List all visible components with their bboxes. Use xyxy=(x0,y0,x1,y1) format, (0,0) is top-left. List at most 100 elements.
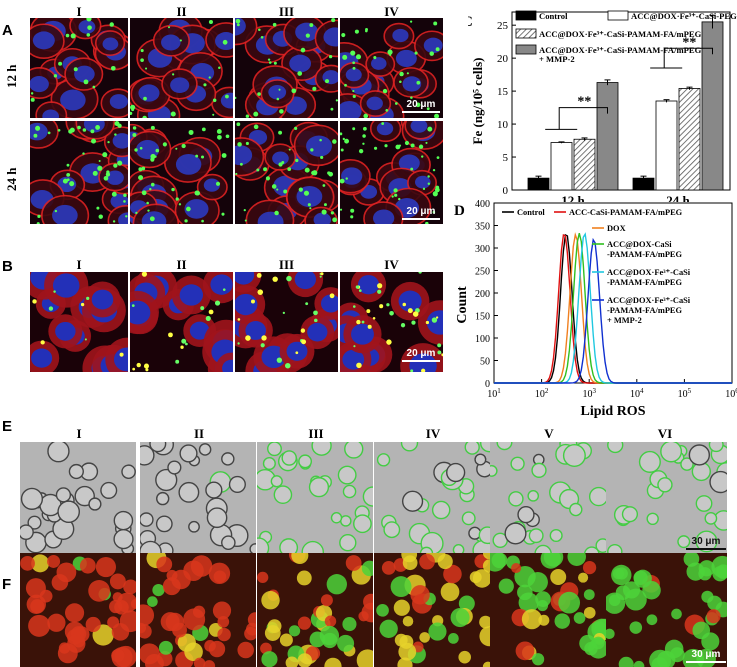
panel-e-scale-bar: 30 μm xyxy=(686,536,726,550)
chart-c-significance-label: ** xyxy=(577,95,591,110)
panel-a-micrograph xyxy=(340,18,443,118)
panel-e-column-label: V xyxy=(544,426,554,441)
panel-a-column-label: I xyxy=(76,4,82,19)
panel-a-scale-bar-24h: 20 μm xyxy=(402,206,440,220)
panel-d-letter: D xyxy=(454,203,465,219)
chart-d-ytick-label: 400 xyxy=(475,199,490,210)
panel-a-micrograph xyxy=(130,18,233,118)
panel-b-micrograph xyxy=(130,272,233,372)
panel-a-micrograph xyxy=(340,121,443,224)
panel-b-column-label: I xyxy=(76,257,82,272)
panel-a-micrograph xyxy=(130,121,233,224)
panel-e-micrograph xyxy=(20,442,136,555)
chart-c-ytick-label: 5 xyxy=(503,152,509,164)
chart-c-bar xyxy=(655,100,678,191)
chart-d-ytick-label: 250 xyxy=(475,267,490,278)
panel-a-row-label-12h: 12 h xyxy=(4,64,19,88)
panel-b-micrograph xyxy=(30,272,128,372)
chart-d-xtick-label: 103 xyxy=(582,387,596,400)
chart-d-ytick-label: 350 xyxy=(475,222,490,233)
panel-b-scale-bar: 20 μm xyxy=(402,348,440,362)
panel-b-column-label: III xyxy=(278,257,295,272)
panel-b-micrograph xyxy=(235,272,338,372)
panel-f-scale-bar: 30 μm xyxy=(686,649,726,663)
chart-c-bar xyxy=(678,88,701,191)
panel-e-micrograph xyxy=(490,442,606,555)
chart-d-legend-label: ACC-CaSi-PAMAM-FA/mPEG xyxy=(569,208,683,217)
panel-e-column-label: IV xyxy=(425,426,441,441)
panel-e-micrograph xyxy=(606,442,727,555)
chart-c-bar xyxy=(573,138,596,191)
chart-d-legend-label: ACC@DOX·Fe³⁺-CaSi xyxy=(607,296,691,305)
chart-d-ytick-label: 50 xyxy=(480,357,490,368)
chart-c-ylabel: Fe (ng/10⁵ cells) xyxy=(470,58,485,145)
panel-a-column-label: IV xyxy=(384,4,399,19)
chart-d-legend-label: -PAMAM-FA/mPEG xyxy=(607,306,683,315)
panel-d-histogram: D 0 50 100 150 200 250 300 350 400 101 102 103 104 105… xyxy=(454,199,737,419)
panel-f-micrograph xyxy=(374,553,490,667)
panel-e-micrograph xyxy=(374,442,490,555)
panel-f-micrograph xyxy=(257,553,373,667)
panel-a-row-label-24h: 24 h xyxy=(4,167,19,191)
chart-c-category-label: 24 h xyxy=(666,193,690,202)
chart-c-significance-bracket xyxy=(558,107,608,130)
panel-e-letter: E xyxy=(2,418,13,435)
chart-d-xtick-label: 105 xyxy=(678,387,692,400)
chart-c-ytick-label: 25 xyxy=(497,20,509,32)
chart-d-ytick-label: 100 xyxy=(475,334,490,345)
chart-d-ytick-label: 200 xyxy=(475,289,490,300)
panel-f-micrograph xyxy=(490,553,606,667)
chart-c-ytick-label: 20 xyxy=(497,53,509,65)
chart-c-bar xyxy=(701,21,724,191)
panel-b-column-label: IV xyxy=(384,257,399,272)
chart-d-xtick-label: 101 xyxy=(487,387,501,400)
chart-c-significance-bracket xyxy=(663,47,713,69)
chart-c-legend-swatch xyxy=(515,28,537,39)
chart-c-legend-swatch xyxy=(607,10,629,21)
chart-d-legend-label: -PAMAM-FA/mPEG xyxy=(607,250,683,259)
chart-c-category-label: 12 h xyxy=(561,193,585,202)
chart-c-legend-label: Control xyxy=(539,11,568,21)
chart-d-xtick-label: 104 xyxy=(630,387,644,400)
panel-e-column-label: VI xyxy=(657,426,673,441)
chart-c-legend-label-cont: + MMP-2 xyxy=(539,54,575,64)
chart-d-series-line xyxy=(494,237,732,384)
panel-b-column-label: II xyxy=(176,257,187,272)
chart-c-ytick-label: 10 xyxy=(497,119,509,131)
panel-c-bar-chart: C 0 5 10 15 20 25 Fe (ng/10⁵ cells) 12 h 24 h ** **… xyxy=(468,10,737,202)
chart-c-legend-label: ACC@DOX·Fe³⁺-CaSi-PAMAM-FA/mPEG xyxy=(539,29,702,39)
chart-d-xtick-label: 102 xyxy=(535,387,549,400)
panel-a-micrograph xyxy=(30,121,128,224)
chart-c-legend-label: ACC@DOX·Fe³⁺-CaSi-PAMAM-FA/mPEG xyxy=(539,45,702,55)
chart-c-bar xyxy=(596,82,619,191)
panel-a-column-label: III xyxy=(278,4,295,19)
panel-a-column-label: II xyxy=(176,4,187,19)
panel-e-micrograph xyxy=(257,442,373,555)
panel-b-letter: B xyxy=(2,258,13,275)
panel-e-column-label: II xyxy=(193,426,205,441)
chart-d-ytick-label: 300 xyxy=(475,244,490,255)
panel-b-micrograph xyxy=(340,272,443,372)
panel-e-column-label: I xyxy=(76,426,82,441)
chart-c-ytick-label: 0 xyxy=(503,185,509,197)
panel-a-micrograph xyxy=(235,18,338,118)
chart-d-legend-label: ACC@DOX-CaSi xyxy=(607,240,672,249)
panel-f-micrograph xyxy=(20,553,136,667)
chart-c-ytick-label: 15 xyxy=(497,86,509,98)
panel-a-scale-bar-12h: 20 μm xyxy=(402,99,440,113)
chart-d-legend-label: -PAMAM-FA/mPEG xyxy=(607,278,683,287)
chart-d-ytick-label: 0 xyxy=(485,379,490,390)
chart-d-ytick-label: 150 xyxy=(475,312,490,323)
chart-c-significance-label: ** xyxy=(682,35,696,50)
chart-d-ylabel: Count xyxy=(455,286,470,324)
panel-a-letter: A xyxy=(2,22,13,39)
panel-f-micrograph xyxy=(140,553,256,667)
chart-d-xlabel: Lipid ROS xyxy=(581,404,646,419)
panel-f-letter: F xyxy=(2,576,12,593)
panel-a-micrograph xyxy=(30,18,128,118)
panel-e-column-label: III xyxy=(308,426,324,441)
chart-c-legend-label: ACC@DOX·Fe³⁺-CaSi-PEG xyxy=(631,11,737,21)
chart-c-legend-swatch xyxy=(515,10,537,21)
chart-c-bar xyxy=(550,142,573,191)
chart-d-legend-label: DOX xyxy=(607,224,626,233)
